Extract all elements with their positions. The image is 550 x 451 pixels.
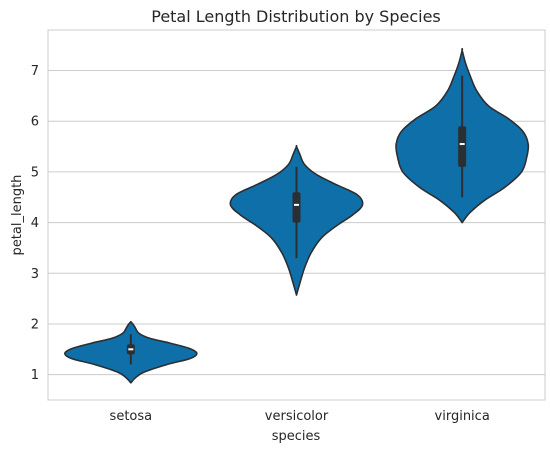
y-tick-label: 5	[31, 165, 39, 180]
violin-virginica	[395, 47, 530, 224]
y-tick-label: 7	[31, 64, 39, 79]
y-tick-label: 3	[31, 267, 39, 282]
plot-frame	[47, 29, 546, 401]
y-tick-label: 2	[31, 317, 39, 332]
chart-title: Petal Length Distribution by Species	[151, 7, 441, 26]
violin-setosa	[64, 320, 198, 384]
y-tick-labels: 1 2 3 4 5 6 7	[31, 64, 39, 383]
x-tick-labels: setosa versicolor virginica	[110, 409, 490, 424]
violins	[64, 47, 530, 384]
y-tick-label: 4	[31, 216, 39, 231]
violin-versicolor	[229, 144, 364, 296]
y-tick-label: 1	[31, 368, 39, 383]
violin-iqr-box	[292, 192, 301, 223]
x-axis-label: species	[272, 429, 321, 444]
y-axis-label: petal_length	[10, 175, 25, 256]
x-tick-label: versicolor	[265, 409, 329, 424]
x-tick-label: virginica	[435, 409, 490, 424]
violin-iqr-box	[458, 126, 467, 167]
x-tick-label: setosa	[110, 409, 153, 424]
y-tick-label: 6	[31, 115, 39, 130]
